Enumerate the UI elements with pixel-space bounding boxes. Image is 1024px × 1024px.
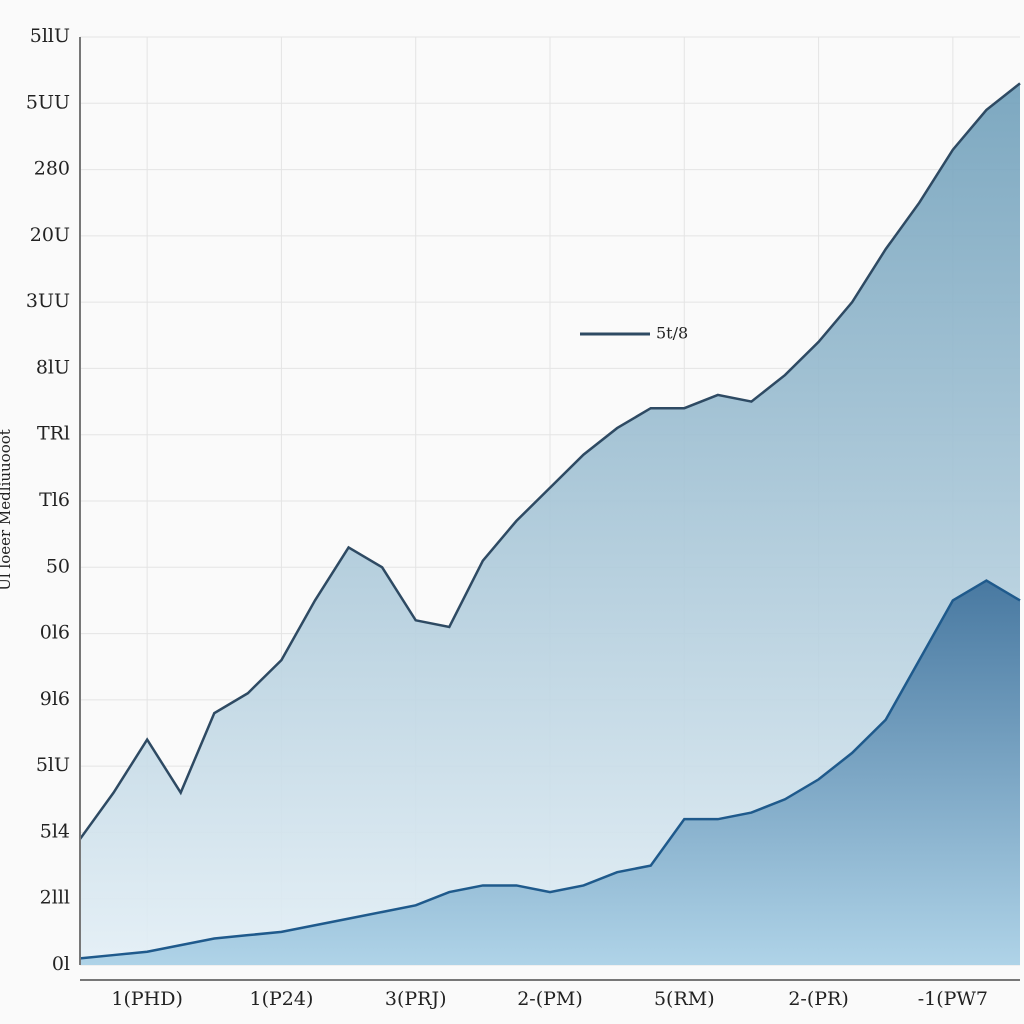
y-axis-label: Ul loeer Medliuuooot — [0, 429, 14, 591]
y-tick-label: Tl6 — [39, 489, 70, 511]
y-tick-label: 20U — [30, 224, 70, 246]
area — [80, 83, 1020, 965]
x-tick-label: 1(P24) — [249, 988, 313, 1010]
x-tick-label: -1(PW7 — [918, 988, 988, 1010]
y-tick-label: 5llU — [30, 25, 70, 47]
y-tick-label: 2lll — [40, 887, 70, 909]
y-tick-label: 8lU — [36, 356, 70, 378]
line — [79, 579, 1021, 960]
y-tick-label: 0l — [52, 953, 70, 975]
line — [78, 82, 1021, 840]
y-tick-label: 3UU — [26, 290, 70, 312]
y-tick-label: 5UU — [26, 91, 70, 113]
x-tick-label: 2-(PR) — [788, 988, 848, 1010]
y-tick-label: 280 — [34, 158, 70, 180]
area — [80, 580, 1020, 965]
x-tick-label: 2-(PM) — [517, 988, 583, 1010]
y-tick-label: 0l6 — [40, 622, 70, 644]
y-tick-label: 50 — [46, 555, 70, 577]
x-tick-label: 3(PRJ) — [385, 988, 447, 1010]
y-tick-label: TRl — [37, 423, 70, 445]
legend-label: 5t/8 — [656, 324, 688, 343]
y-tick-label: 5lU — [36, 754, 70, 776]
y-tick-label: 5l4 — [40, 820, 70, 842]
x-tick-label: 5(RM) — [654, 988, 715, 1010]
x-tick-label: 1(PHD) — [111, 988, 183, 1010]
y-tick-label: 9l6 — [40, 688, 70, 710]
